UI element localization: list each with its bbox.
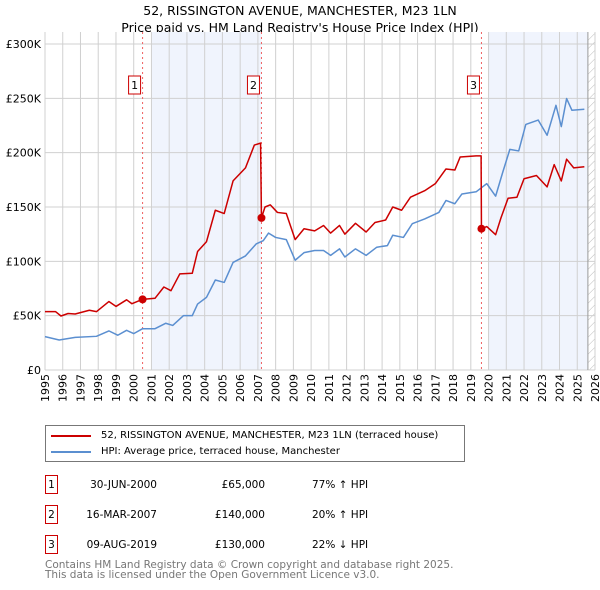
- sale-label-box: [466, 75, 480, 95]
- y-tick-label: £50K: [13, 310, 42, 323]
- x-tick-label: 2008: [270, 374, 283, 402]
- x-tick-label: 2011: [323, 374, 336, 402]
- sale-hpi-change: 77% ↑ HPI: [312, 479, 369, 491]
- x-tick-label: 1996: [57, 374, 70, 402]
- forecast-hatch: [587, 32, 595, 370]
- price-chart: 1995 1996 1997 1998 1999 2000 2001 2002 2003 2004…: [6, 32, 600, 402]
- y-tick-label: £0: [27, 364, 41, 377]
- x-tick-label: 2005: [216, 374, 229, 402]
- sale-price: £140,000: [214, 509, 265, 521]
- y-tick-label: £250K: [6, 92, 42, 105]
- x-tick-label: 2002: [163, 374, 176, 402]
- footer-line-2: This data is licensed under the Open Gov…: [45, 569, 380, 581]
- y-tick-label: £300K: [6, 38, 42, 51]
- x-tick-label: 2003: [181, 374, 194, 402]
- legend-label-hpi: HPI: Average price, terraced house, Manc…: [101, 446, 340, 457]
- legend-label-property: 52, RISSINGTON AVENUE, MANCHESTER, M23 1…: [101, 430, 439, 441]
- sale-hpi-change: 20% ↑ HPI: [312, 509, 369, 521]
- sale-label: 3: [470, 79, 477, 92]
- x-tick-label: 2018: [447, 374, 460, 402]
- x-tick-label: 2017: [429, 374, 442, 402]
- x-tick-label: 2023: [536, 374, 549, 402]
- sale-number: 3: [45, 535, 58, 554]
- legend-item-property: 52, RISSINGTON AVENUE, MANCHESTER, M23 1…: [51, 430, 438, 441]
- sale-number: 2: [45, 505, 58, 524]
- sale-point: [477, 224, 486, 233]
- hpi-line: [44, 97, 585, 341]
- x-tick-label: 2021: [500, 374, 513, 402]
- sale-date: 16-MAR-2007: [86, 509, 157, 521]
- y-tick-label: £100K: [6, 255, 42, 268]
- legend-swatch-hpi: [51, 450, 91, 453]
- x-tick-label: 2022: [518, 374, 531, 402]
- legend-swatch-property: [51, 434, 91, 437]
- sale-point: [257, 213, 266, 222]
- y-tick-label: £200K: [6, 147, 42, 160]
- legend-item-hpi: HPI: Average price, terraced house, Manc…: [51, 446, 340, 457]
- x-tick-label: 2001: [145, 374, 158, 402]
- ownership-shade: [488, 32, 588, 370]
- x-tick-label: 1998: [92, 374, 105, 402]
- x-tick-label: 2025: [571, 374, 584, 402]
- x-tick-label: 2013: [358, 374, 371, 402]
- chart-title: 52, RISSINGTON AVENUE, MANCHESTER, M23 1…: [143, 3, 457, 18]
- sale-number: 1: [45, 475, 58, 494]
- sale-label-box: [128, 75, 142, 95]
- x-tick-label: 2010: [305, 374, 318, 402]
- x-tick-label: 2004: [199, 374, 212, 402]
- sale-label: 1: [131, 79, 138, 92]
- y-tick-label: £150K: [6, 201, 42, 214]
- x-tick-label: 2012: [341, 374, 354, 402]
- x-tick-label: 2019: [465, 374, 478, 402]
- ownership-shade: [151, 32, 262, 370]
- chart-legend: 52, RISSINGTON AVENUE, MANCHESTER, M23 1…: [45, 425, 465, 462]
- x-tick-label: 2015: [394, 374, 407, 402]
- sale-label-box: [246, 75, 260, 95]
- sale-hpi-change: 22% ↓ HPI: [312, 539, 369, 551]
- x-tick-label: 2016: [412, 374, 425, 402]
- x-tick-label: 1997: [74, 374, 87, 402]
- footer-attribution: Contains HM Land Registry data © Crown c…: [45, 559, 454, 581]
- sale-price: £130,000: [214, 539, 265, 551]
- x-tick-label: 2026: [589, 374, 600, 402]
- x-tick-label: 2006: [234, 374, 247, 402]
- sale-date: 30-JUN-2000: [90, 479, 157, 491]
- sale-price: £65,000: [221, 479, 265, 491]
- x-tick-label: 2014: [376, 374, 389, 402]
- x-tick-label: 1995: [39, 374, 52, 402]
- x-tick-label: 2007: [252, 374, 265, 402]
- chart-subtitle: Price paid vs. HM Land Registry's House …: [121, 20, 479, 35]
- x-tick-label: 2009: [287, 374, 300, 402]
- sale-date: 09-AUG-2019: [86, 539, 157, 551]
- footer-line-1: Contains HM Land Registry data © Crown c…: [45, 559, 454, 571]
- sale-label: 2: [250, 79, 257, 92]
- x-tick-label: 2000: [128, 374, 141, 402]
- x-tick-label: 2024: [554, 374, 567, 402]
- x-tick-label: 2020: [483, 374, 496, 402]
- x-tick-label: 1999: [110, 374, 123, 402]
- sale-point: [138, 295, 147, 304]
